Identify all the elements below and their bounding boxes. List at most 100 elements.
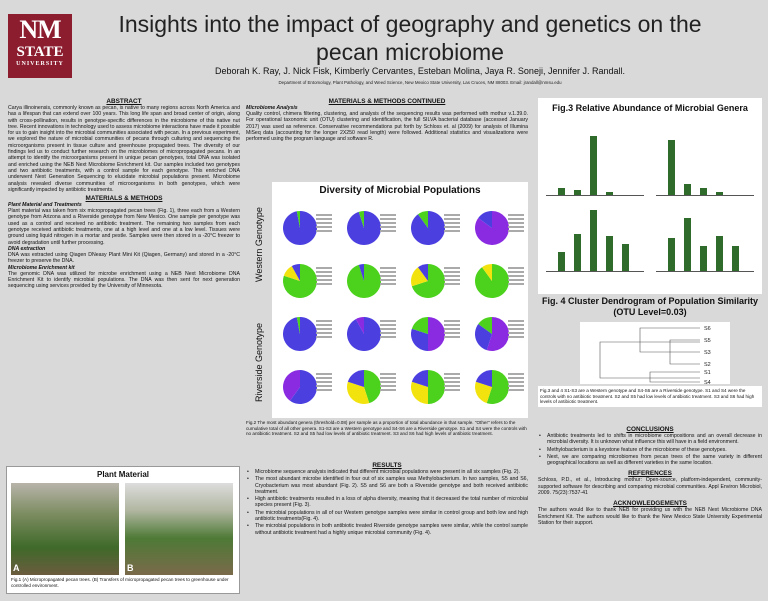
poster-title: Insights into the impact of geography an… (118, 11, 702, 65)
abstract-heading: ABSTRACT (106, 98, 142, 105)
conclusion-item: Methylobacterium is a keystone feature o… (538, 447, 762, 454)
conclusions-heading: CONCLUSIONS (626, 426, 674, 433)
results-item: The microbial populations in both antibi… (246, 523, 528, 536)
pie-slice (418, 211, 428, 228)
logo-state: STATE (16, 44, 64, 60)
pie-slice (347, 381, 370, 404)
results-item: Microbiome sequence analysis indicated t… (246, 469, 528, 476)
bar (668, 238, 675, 272)
diversity-figure: Diversity of Microbial Populations (272, 182, 528, 418)
pie-chart (400, 363, 464, 416)
pie-chart (464, 310, 528, 363)
plant-material-figure: Plant Material A B Fig.1 (A) Micropropag… (6, 466, 240, 594)
pie-chart (272, 363, 336, 416)
pie-chart (400, 257, 464, 310)
pie-slice (475, 381, 492, 404)
affiliation: Department of Entomology, Plant Patholog… (278, 80, 562, 85)
pie-slice (411, 381, 428, 404)
pie-slice (411, 317, 428, 334)
dendrogram-labels: S6 S5 S3 S2 S1 S4 (704, 326, 711, 384)
pie-chart (272, 204, 336, 257)
pie-chart (272, 310, 336, 363)
methods-sub-kit: Microbiome Enrichment kit (8, 264, 75, 271)
pie-slice (296, 317, 300, 334)
pie-slice (418, 264, 428, 281)
bar (622, 244, 629, 272)
bar-chart (656, 130, 754, 196)
bar (558, 188, 565, 196)
bar (590, 136, 597, 196)
dendrogram-label: S5 (704, 338, 711, 344)
fig2-caption: Fig.2 The most abundant genera (threshol… (246, 420, 527, 437)
pie-slice (411, 267, 428, 287)
fig4-heading: Fig. 4 Cluster Dendrogram of Population … (541, 296, 759, 317)
dendrogram-label: S2 (704, 362, 711, 368)
pie-slice (296, 211, 300, 228)
pie-slice (411, 264, 445, 298)
plant-photo-a: A (11, 483, 119, 575)
results-heading: RESULTS (372, 462, 402, 469)
pie-slice (291, 264, 300, 281)
fig3-heading: Fig.3 Relative Abundance of Microbial Ge… (552, 103, 748, 113)
bar-chart (546, 206, 644, 272)
pie-slice (482, 264, 492, 281)
dendrogram-branches (599, 327, 700, 383)
bar (590, 210, 597, 272)
pie-legend (316, 373, 332, 393)
bar (574, 234, 581, 272)
pie-chart-grid (272, 204, 528, 418)
microbiome-analysis-text: Quality control, chimera filtering, clus… (246, 111, 528, 143)
pie-slice (290, 370, 317, 404)
pie-chart (336, 204, 400, 257)
pie-chart (464, 257, 528, 310)
conclusion-item: Antibiotic treatments led to shifts in m… (538, 433, 762, 446)
bar (606, 236, 613, 272)
pie-chart (464, 363, 528, 416)
methods-plant-text: Plant material was taken from six microp… (8, 208, 240, 246)
pie-chart (336, 363, 400, 416)
pie-slice (411, 370, 428, 387)
dendrogram-label: S4 (704, 380, 711, 384)
pie-slice (347, 370, 364, 387)
cluster-dendrogram: S6 S5 S3 S2 S1 S4 (580, 322, 730, 384)
plant-material-heading: Plant Material (96, 470, 149, 479)
photo-label-b: B (127, 563, 134, 573)
pie-slice (364, 370, 381, 404)
middle-column: MATERIALS & METHODS CONTINUED Microbiome… (246, 98, 528, 142)
pie-chart (464, 204, 528, 257)
methods-sub-plant: Plant Material and Treatments (8, 202, 82, 209)
fig1-caption: Fig.1 (A) Micropropagated pecan trees. (… (11, 577, 229, 588)
bar-chart (546, 130, 644, 196)
ack-heading: ACKNOWLEDGEMENTS (613, 500, 687, 508)
pie-slice (475, 324, 492, 351)
logo-nm: NM (19, 15, 61, 44)
ack-text: The authors would like to thank NEB for … (538, 507, 762, 526)
pie-legend (508, 267, 524, 287)
authors: Deborah K. Ray, J. Nick Fisk, Kimberly C… (214, 66, 625, 76)
abstract-text: Carya illinoinensis, commonly known as p… (8, 105, 240, 193)
methods-dna-text: DNA was extracted using Qiagen DNeasy Pl… (8, 251, 240, 265)
references-text: Schloss, P.D., et al., Introducing mothu… (538, 477, 762, 497)
results-item: High antibiotic treatments resulted in a… (246, 496, 528, 509)
logo-university: UNIVERSITY (16, 61, 64, 67)
pie-legend (380, 214, 396, 234)
pie-legend (380, 320, 396, 340)
methods-cont-heading: MATERIALS & METHODS CONTINUED (328, 98, 446, 105)
pie-legend (444, 373, 460, 393)
pie-slice (411, 328, 428, 351)
bar (716, 236, 723, 272)
bar (700, 188, 707, 196)
pie-chart (400, 204, 464, 257)
microbiome-analysis-sub: Microbiome Analysis (246, 105, 298, 111)
pie-slice (355, 317, 364, 334)
methods-kit-text: The genomic DNA was utilized for microbe… (8, 270, 240, 290)
plant-photo-b: B (125, 483, 233, 575)
pie-slice (478, 317, 492, 334)
bar-chart (656, 206, 754, 272)
pie-chart (272, 257, 336, 310)
pie-legend (444, 267, 460, 287)
bar (716, 192, 723, 196)
western-genotype-label: Western Genotype (254, 207, 264, 282)
dendrogram-label: S1 (704, 370, 711, 376)
pie-legend (316, 214, 332, 234)
